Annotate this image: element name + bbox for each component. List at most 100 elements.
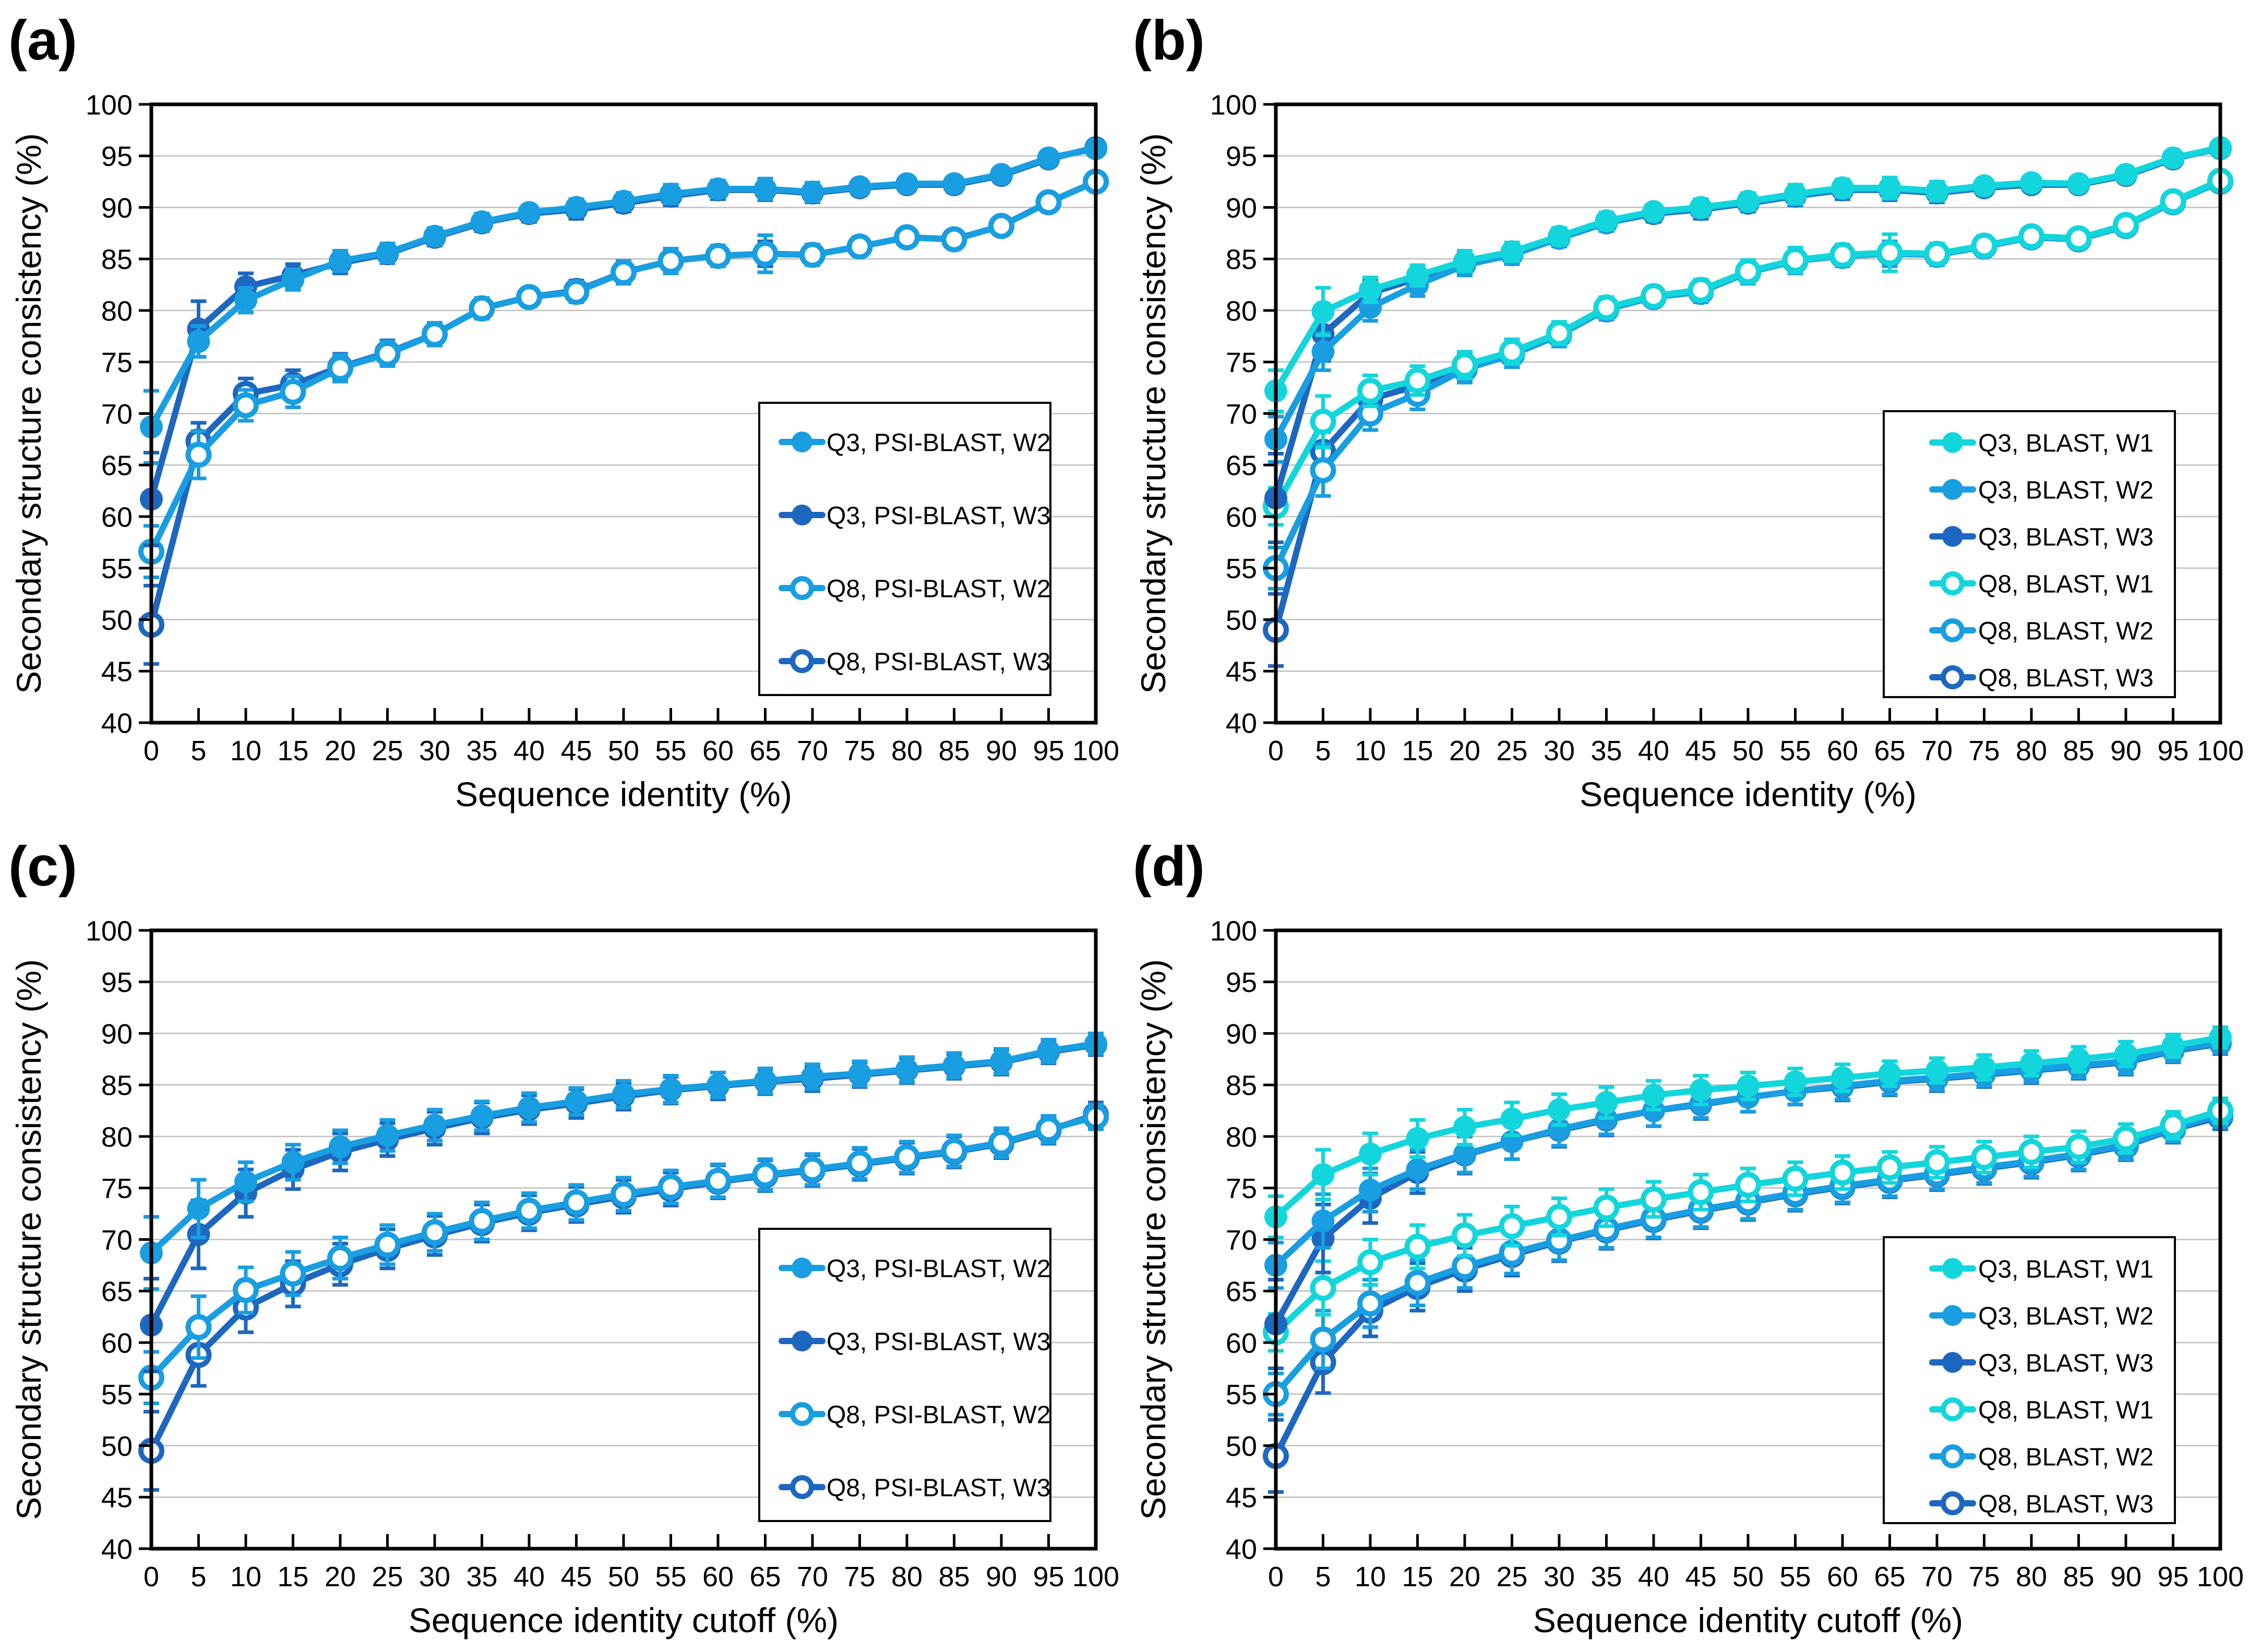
y-tick-label: 50 — [101, 605, 133, 636]
x-tick-label: 95 — [1033, 1561, 1064, 1593]
y-tick-label: 75 — [101, 1173, 133, 1204]
y-tick-label: 95 — [101, 967, 133, 998]
x-tick-label: 70 — [797, 1561, 828, 1593]
x-tick-label: 0 — [143, 735, 159, 767]
x-tick-label: 10 — [1355, 1561, 1386, 1593]
data-point-marker — [990, 163, 1013, 186]
x-tick-label: 20 — [325, 735, 356, 767]
y-tick-label: 90 — [101, 193, 133, 224]
panel-label-a: (a) — [8, 8, 77, 71]
x-axis-title: Sequence identity cutoff (%) — [409, 1601, 839, 1639]
y-tick-label: 40 — [101, 708, 133, 739]
x-tick-label: 85 — [2063, 1561, 2094, 1593]
data-point-marker — [1311, 340, 1335, 363]
x-tick-label: 10 — [230, 735, 261, 767]
data-point-marker — [1406, 1158, 1429, 1181]
y-tick-label: 100 — [86, 89, 133, 121]
data-point-marker — [1595, 209, 1618, 233]
data-point-marker — [1037, 146, 1060, 170]
y-tick-label: 65 — [1226, 450, 1257, 482]
data-point-marker — [659, 182, 683, 206]
legend: Q3, PSI-BLAST, W2 Q3, PSI-BLAST, W3 Q8, PS… — [758, 402, 1051, 696]
y-tick-label: 50 — [101, 1431, 133, 1462]
y-tick-label: 70 — [1226, 1225, 1257, 1256]
data-point-marker — [376, 1124, 399, 1147]
x-tick-label: 40 — [1638, 735, 1669, 767]
data-point-marker — [470, 1104, 494, 1128]
data-point-marker — [1548, 224, 1571, 248]
y-tick-label: 80 — [101, 1121, 133, 1153]
data-point-marker — [895, 1058, 918, 1081]
data-point-marker — [1642, 200, 1665, 223]
y-tick-label: 60 — [1226, 501, 1257, 533]
data-point-marker — [1406, 264, 1429, 287]
x-tick-label: 5 — [1315, 735, 1331, 767]
data-point-marker — [1925, 179, 1948, 202]
x-tick-label: 20 — [325, 1561, 356, 1593]
x-tick-label: 45 — [1685, 735, 1716, 767]
y-tick-label: 60 — [101, 1327, 133, 1359]
legend-entry-label: Q8, BLAST, W3 — [1978, 1490, 2154, 1518]
x-tick-label: 20 — [1449, 1561, 1480, 1593]
data-point-marker — [1453, 1116, 1476, 1139]
data-point-marker — [753, 1069, 777, 1093]
y-tick-label: 40 — [1226, 708, 1257, 739]
y-tick-label: 55 — [101, 553, 133, 584]
x-tick-label: 50 — [608, 1561, 639, 1593]
data-point-marker — [2020, 171, 2043, 195]
y-tick-label: 45 — [101, 656, 133, 688]
x-tick-label: 80 — [2016, 1561, 2047, 1593]
data-point-marker — [1689, 1079, 1713, 1102]
data-point-marker — [1831, 1066, 1854, 1090]
x-tick-label: 5 — [1315, 1561, 1331, 1593]
x-tick-label: 55 — [1779, 735, 1811, 767]
series-q8-blast-w1 — [1263, 1096, 2233, 1353]
legend-entry-label: Q3, PSI-BLAST, W2 — [827, 1255, 1050, 1283]
x-tick-label: 100 — [1072, 735, 1119, 767]
data-point-marker — [707, 1073, 729, 1097]
x-tick-label: 80 — [891, 735, 923, 767]
x-tick-label: 5 — [190, 735, 206, 767]
series-group — [138, 1032, 1109, 1492]
y-tick-label: 95 — [1226, 141, 1257, 172]
x-tick-label: 95 — [2157, 1561, 2188, 1593]
x-tick-label: 100 — [2197, 1561, 2244, 1593]
data-point-marker — [848, 175, 871, 198]
x-tick-label: 15 — [1402, 1561, 1433, 1593]
chart-panel-a: (a) 40 45 50 55 60 65 70 75 80 85 90 95 100 0 5 10 15 20 25… — [0, 0, 1124, 826]
chart-svg-b: (b) 40 45 50 55 60 65 70 75 80 85 90 95 100 0 5 10 15 20 25… — [1133, 8, 2244, 813]
y-tick-label: 75 — [1226, 347, 1257, 378]
legend-entry-label: Q8, PSI-BLAST, W3 — [827, 1474, 1050, 1502]
y-tick-label: 40 — [1226, 1534, 1257, 1565]
x-tick-label: 100 — [1072, 1561, 1119, 1593]
data-point-marker — [470, 210, 494, 234]
data-point-marker — [1406, 1127, 1429, 1150]
x-tick-label: 65 — [1874, 1561, 1905, 1593]
data-point-marker — [792, 1331, 812, 1351]
y-tick-label: 55 — [101, 1379, 133, 1410]
x-axis-title: Sequence identity cutoff (%) — [1533, 1601, 1963, 1639]
data-point-marker — [423, 1114, 446, 1137]
data-point-marker — [792, 505, 812, 525]
data-point-marker — [792, 1258, 812, 1278]
x-tick-label: 65 — [749, 735, 781, 767]
data-point-marker — [1500, 1107, 1524, 1131]
legend: Q3, BLAST, W1 Q3, BLAST, W2 Q3, BLAST, W3 Q… — [1883, 410, 2176, 698]
series-q8-psi-blast-w2 — [138, 1103, 1109, 1406]
legend-box — [1883, 1236, 2176, 1524]
data-point-marker — [942, 172, 966, 196]
chart-panel-b: (b) 40 45 50 55 60 65 70 75 80 85 90 95 100 0 5 10 15 20 25… — [1124, 0, 2249, 826]
x-tick-label: 85 — [938, 735, 970, 767]
data-point-marker — [1925, 1059, 1948, 1082]
y-tick-label: 50 — [1226, 605, 1257, 636]
y-tick-label: 100 — [86, 915, 133, 947]
x-tick-label: 90 — [2110, 1561, 2142, 1593]
y-axis: 40 45 50 55 60 65 70 75 80 85 90 95 100 — [86, 89, 151, 739]
x-tick-label: 100 — [2197, 735, 2244, 767]
data-point-marker — [659, 1078, 683, 1101]
data-point-marker — [565, 1090, 588, 1113]
legend-box — [758, 402, 1051, 696]
y-axis-title: Secondary structure consistency (%) — [1134, 133, 1173, 694]
y-tick-label: 45 — [101, 1482, 133, 1514]
x-tick-label: 50 — [608, 735, 639, 767]
